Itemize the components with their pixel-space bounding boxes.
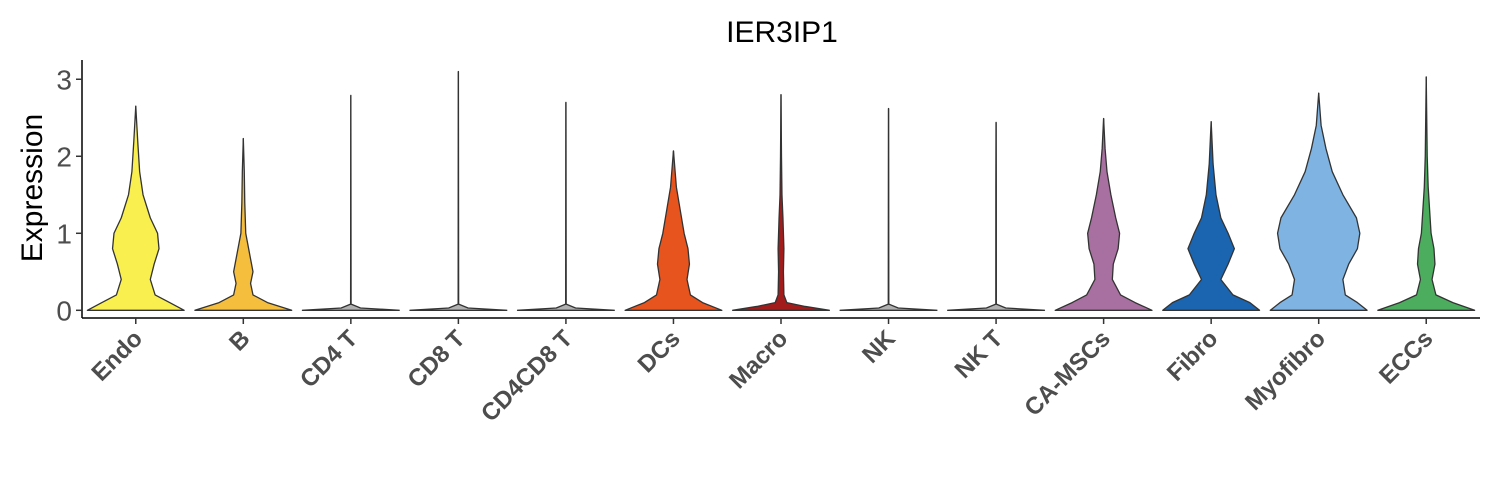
x-tick-label: DCs	[633, 325, 686, 378]
violin-cd4-t	[301, 94, 400, 311]
x-tick-label: CD4 T	[295, 325, 363, 393]
violin-eccs	[1377, 76, 1476, 311]
violin-cd4cd8-t	[516, 101, 615, 311]
x-tick-label: CD8 T	[403, 325, 471, 393]
x-tick-label: ECCs	[1374, 325, 1438, 389]
x-axis: Endo B CD4 T CD8 T CD4CD8 T DCs Macro NK NK T CA-…	[82, 317, 1480, 427]
violin-b	[194, 137, 293, 311]
y-tick-label: 2	[56, 141, 72, 172]
x-tick-label: NK T	[950, 325, 1009, 384]
x-tick-label: Myofibro	[1240, 325, 1331, 416]
y-tick-label: 0	[56, 295, 72, 326]
violin-macro	[731, 94, 831, 311]
violin-endo	[86, 105, 185, 311]
chart-title: IER3IP1	[726, 16, 838, 49]
y-axis-label: Expression	[16, 114, 49, 262]
violin-ca-mscs	[1054, 117, 1153, 311]
x-tick-label: B	[224, 325, 255, 356]
violin-group	[86, 70, 1476, 311]
violin-nk-t	[947, 121, 1046, 311]
violin-fibro	[1162, 120, 1261, 311]
x-tick-label: Macro	[724, 325, 793, 394]
y-tick-label: 1	[56, 218, 72, 249]
x-tick-label: CD4CD8 T	[476, 325, 578, 427]
violin-nk	[839, 107, 938, 311]
x-tick-label: NK	[857, 325, 901, 369]
x-tick-label: Fibro	[1162, 325, 1224, 387]
x-tick-label: CA-MSCs	[1019, 325, 1115, 421]
violin-myofibro	[1269, 92, 1368, 311]
y-tick-label: 3	[56, 64, 72, 95]
violin-cd8-t	[409, 70, 508, 311]
x-tick-label: Endo	[86, 325, 148, 387]
y-axis: 0 1 2 3	[56, 60, 83, 326]
violin-dcs	[624, 150, 723, 311]
